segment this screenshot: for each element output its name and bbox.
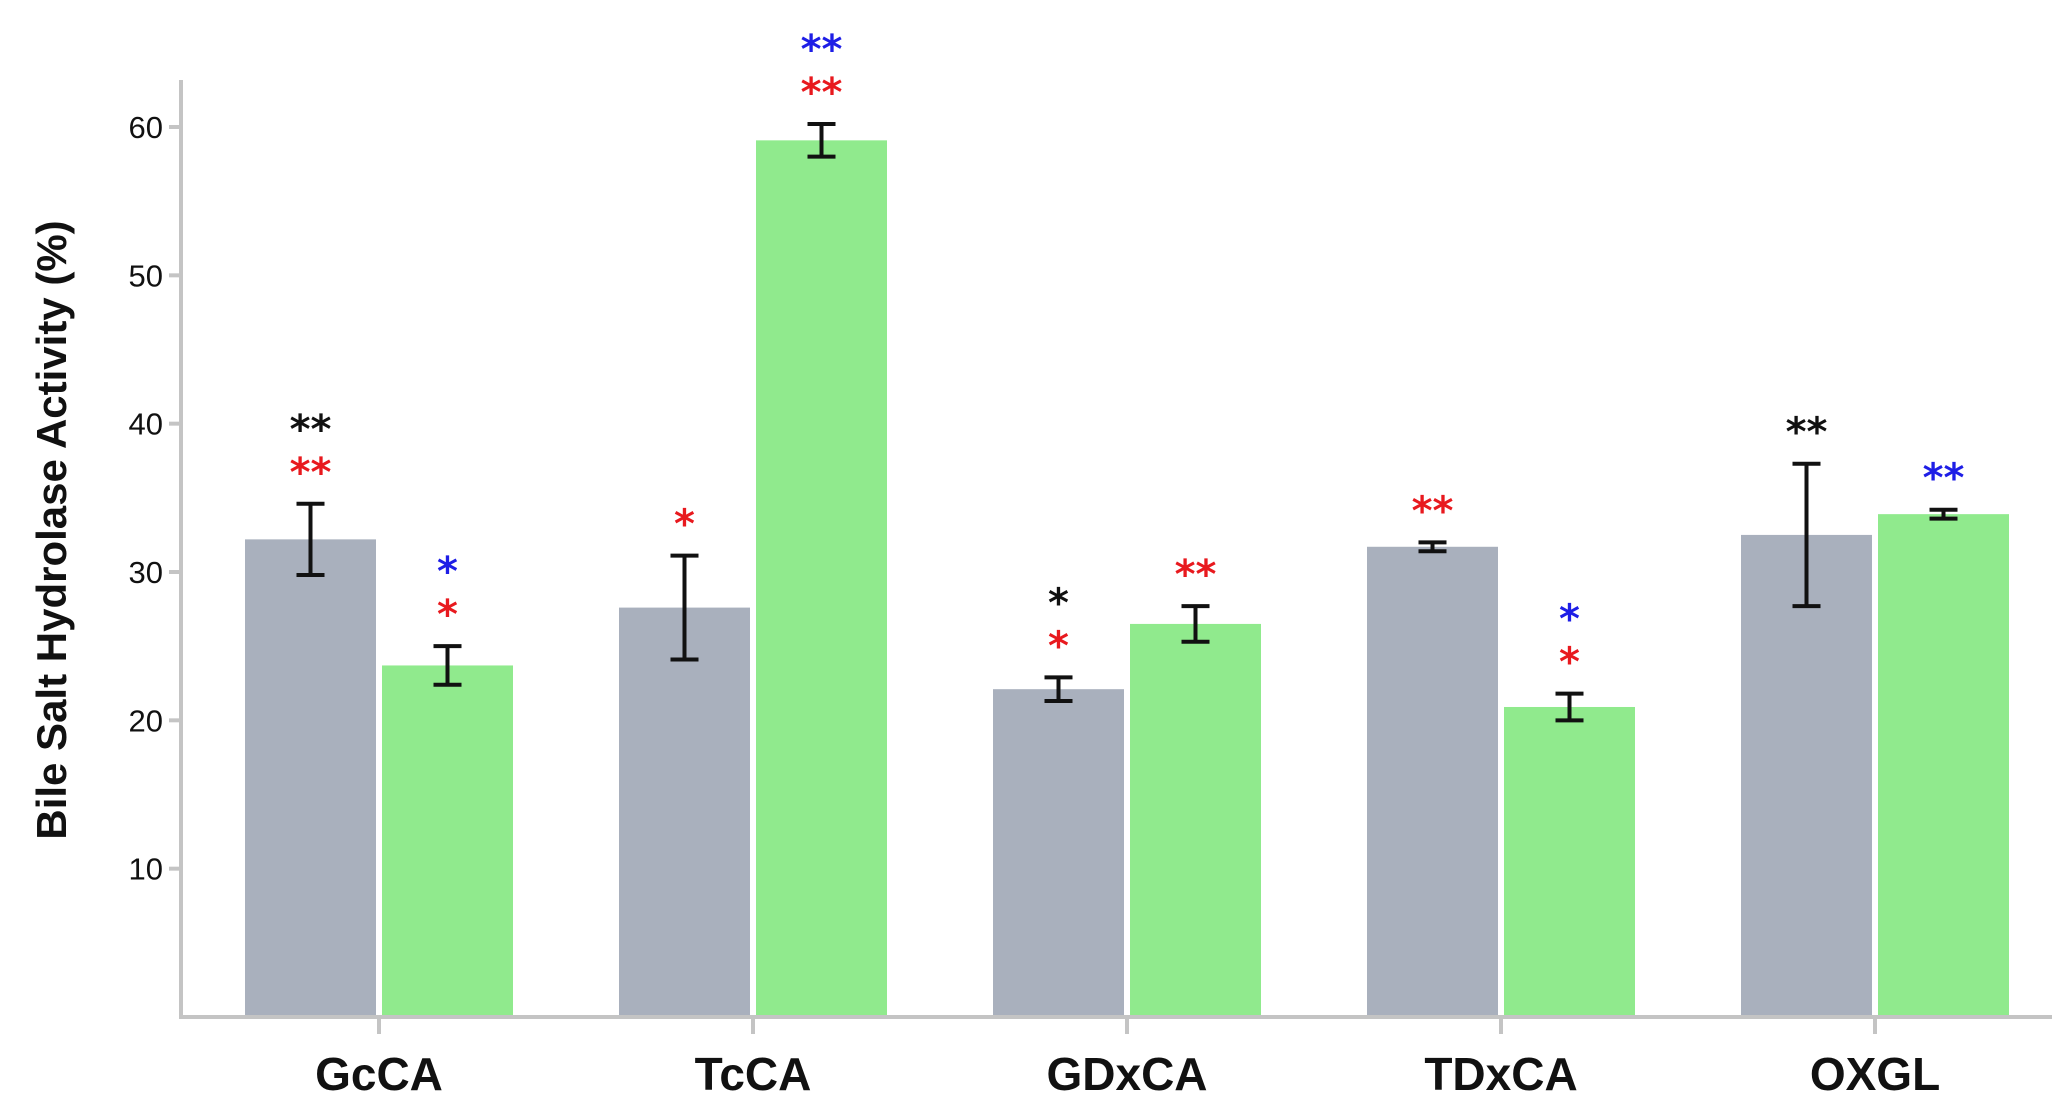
bar-gdxca-series-1 [993,689,1124,1017]
significance-star: ** [801,70,843,116]
bar-tdxca-series-1 [1367,546,1498,1017]
x-tick-label: TcCA [695,1048,812,1100]
significance-star: ** [1175,552,1217,598]
error-bar [1044,675,1073,704]
error-bar [296,501,325,577]
error-bars-layer [296,122,1958,723]
y-tick-label: 10 [129,852,163,887]
significance-star: * [674,502,695,548]
y-tick-label: 30 [129,555,163,590]
x-tick-label: GDxCA [1046,1048,1207,1100]
bar-tcca-series-2 [756,140,887,1018]
x-tick-label: OXGL [1810,1048,1940,1100]
bars-layer [245,140,2009,1018]
significance-star: * [1559,640,1580,686]
y-tick-label: 20 [129,703,163,738]
y-tick-label: 40 [129,407,163,442]
bar-oxgl-series-2 [1878,514,2009,1017]
significance-star: * [437,549,458,595]
error-bar [1792,461,1821,609]
y-tick-label: 60 [129,110,163,145]
y-tick-label: 50 [129,258,163,293]
axes-layer [169,80,2052,1034]
error-bar [1181,604,1210,644]
bar-tdxca-series-2 [1504,706,1635,1017]
significance-star: ** [801,27,843,73]
bar-gcca-series-2 [382,665,513,1017]
error-bar [1418,540,1447,554]
significance-star: ** [1923,456,1965,502]
bar-tcca-series-1 [619,607,750,1017]
significance-star: * [1048,623,1069,669]
bar-gdxca-series-2 [1130,623,1261,1017]
significance-star: ** [290,450,332,496]
error-bar [1555,691,1584,723]
error-bar [670,553,699,662]
bar-oxgl-series-1 [1741,534,1872,1017]
y-axis-title: Bile Salt Hydrolase Activity (%) [28,220,75,839]
error-bar [1929,507,1958,521]
labels-layer: GcCA TcCA GDxCA TDxCA OXGL 10 20 30 40 50 60 [129,110,1941,1100]
x-tick-label: TDxCA [1424,1048,1577,1100]
error-bar [807,122,836,159]
significance-star: * [437,592,458,638]
significance-star: ** [1786,410,1828,456]
significance-star: * [1559,597,1580,643]
significance-star: * [1048,580,1069,626]
x-tick-label: GcCA [315,1048,443,1100]
significance-stars-layer: *********************** [290,27,1965,686]
bar-gcca-series-1 [245,539,376,1017]
significance-star: ** [290,407,332,453]
error-bar [433,644,462,687]
significance-star: ** [1412,488,1454,534]
